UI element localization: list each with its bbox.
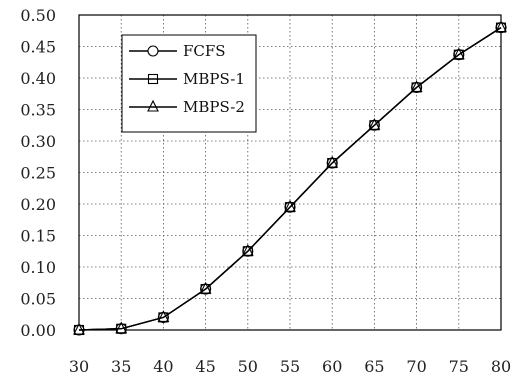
data-point-mbps-2 bbox=[157, 310, 170, 322]
data-point-mbps-2 bbox=[241, 244, 254, 256]
data-point-mbps-2 bbox=[326, 155, 339, 168]
legend-marker-mbps-1 bbox=[147, 73, 159, 85]
x-tick-label: 30 bbox=[69, 357, 89, 376]
legend-marker-mbps-2 bbox=[147, 99, 159, 112]
x-tick-label: 40 bbox=[153, 357, 173, 376]
legend-label-mbps-2: MBPS-2 bbox=[183, 98, 245, 116]
data-point-mbps-2 bbox=[452, 47, 465, 60]
y-tick-label: 0.35 bbox=[20, 101, 56, 120]
x-tick-label: 45 bbox=[195, 357, 215, 376]
y-tick-label: 0.45 bbox=[20, 38, 56, 57]
data-point-mbps-2 bbox=[368, 118, 381, 130]
x-tick-label: 65 bbox=[364, 357, 384, 376]
legend-label-fcfs: FCFS bbox=[183, 42, 226, 60]
y-tick-label: 0.00 bbox=[20, 321, 56, 340]
y-tick-label: 0.40 bbox=[20, 69, 56, 88]
data-point-mbps-2 bbox=[495, 20, 507, 33]
x-tick-label: 55 bbox=[280, 357, 300, 376]
data-point-mbps-2 bbox=[115, 321, 128, 334]
x-axis-tick-labels: 30 35 40 45 50 55 60 65 70 75 80 bbox=[69, 357, 511, 376]
y-axis-tick-labels: 0.00 0.05 0.10 0.15 0.20 0.25 0.30 0.35 0.40 0.45… bbox=[20, 6, 56, 340]
y-tick-label: 0.05 bbox=[20, 290, 56, 309]
data-point-mbps-2 bbox=[199, 281, 212, 294]
y-tick-label: 0.10 bbox=[20, 258, 56, 277]
legend-marker-fcfs bbox=[147, 45, 159, 57]
y-tick-label: 0.15 bbox=[20, 227, 56, 246]
y-tick-label: 0.25 bbox=[20, 164, 56, 183]
legend-label-mbps-1: MBPS-1 bbox=[183, 70, 245, 88]
data-point-mbps-2 bbox=[284, 199, 296, 212]
x-tick-label: 80 bbox=[491, 357, 511, 376]
plot-border bbox=[78, 14, 502, 331]
data-point-mbps-2 bbox=[410, 80, 423, 92]
series-lines bbox=[73, 20, 507, 336]
plot-frame bbox=[78, 14, 502, 331]
series-line-mbps-2 bbox=[78, 27, 502, 331]
x-tick-label: 75 bbox=[449, 357, 469, 376]
legend: FCFS MBPS-1 MBPS-2 bbox=[121, 34, 257, 133]
y-tick-label: 0.30 bbox=[20, 132, 56, 151]
x-tick-label: 35 bbox=[111, 357, 131, 376]
data-point-mbps-2 bbox=[73, 322, 85, 335]
x-tick-label: 60 bbox=[322, 357, 342, 376]
y-tick-label: 0.50 bbox=[20, 6, 56, 25]
x-tick-label: 70 bbox=[406, 357, 426, 376]
x-tick-label: 50 bbox=[238, 357, 258, 376]
y-tick-label: 0.20 bbox=[20, 195, 56, 214]
